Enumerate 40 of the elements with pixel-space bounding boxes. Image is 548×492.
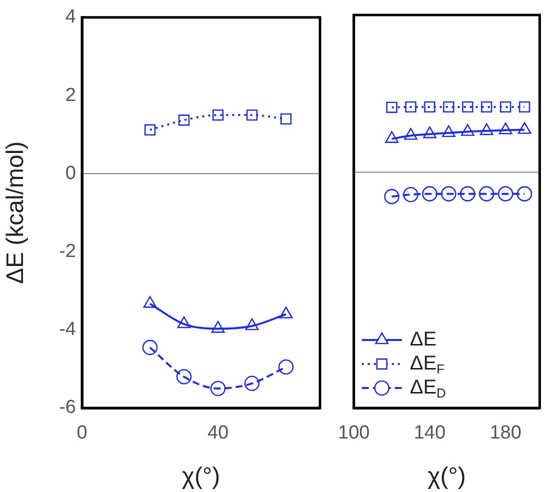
- point: [244, 376, 260, 392]
- point: [424, 101, 436, 113]
- point: [516, 186, 532, 202]
- y-tick-label: -2: [59, 240, 76, 262]
- y-tick-label: -6: [59, 397, 76, 418]
- legend-label: ΔE: [410, 328, 437, 351]
- point: [176, 369, 192, 384]
- point: [460, 186, 476, 202]
- y-tick-label: 2: [65, 84, 76, 106]
- point: [422, 186, 438, 202]
- x-axis-title: χ(°): [428, 463, 466, 490]
- point: [280, 113, 292, 125]
- x-tick-label: 100: [338, 422, 370, 444]
- point: [518, 101, 530, 113]
- y-tick-label: -4: [59, 319, 76, 340]
- y-tick-label: 0: [65, 162, 76, 184]
- point: [462, 101, 474, 113]
- y-tick-label: 4: [65, 6, 76, 28]
- point: [178, 114, 190, 126]
- x-tick-label: 140: [414, 422, 446, 444]
- point: [441, 186, 456, 202]
- point: [403, 186, 418, 202]
- point: [405, 101, 416, 113]
- point: [386, 102, 398, 113]
- x-tick-label: 40: [207, 422, 229, 444]
- point: [210, 380, 226, 396]
- y-axis-title: ΔE (kcal/mol): [2, 141, 30, 284]
- point: [246, 109, 258, 121]
- point: [443, 101, 454, 113]
- point: [481, 101, 492, 113]
- point: [212, 109, 224, 121]
- point: [144, 124, 156, 136]
- point: [384, 188, 400, 204]
- x-axis-title: χ(°): [182, 463, 220, 490]
- point: [498, 186, 514, 202]
- point: [500, 101, 512, 113]
- x-tick-label: 180: [490, 422, 522, 444]
- point: [142, 340, 158, 356]
- point: [278, 359, 294, 375]
- point: [478, 186, 494, 202]
